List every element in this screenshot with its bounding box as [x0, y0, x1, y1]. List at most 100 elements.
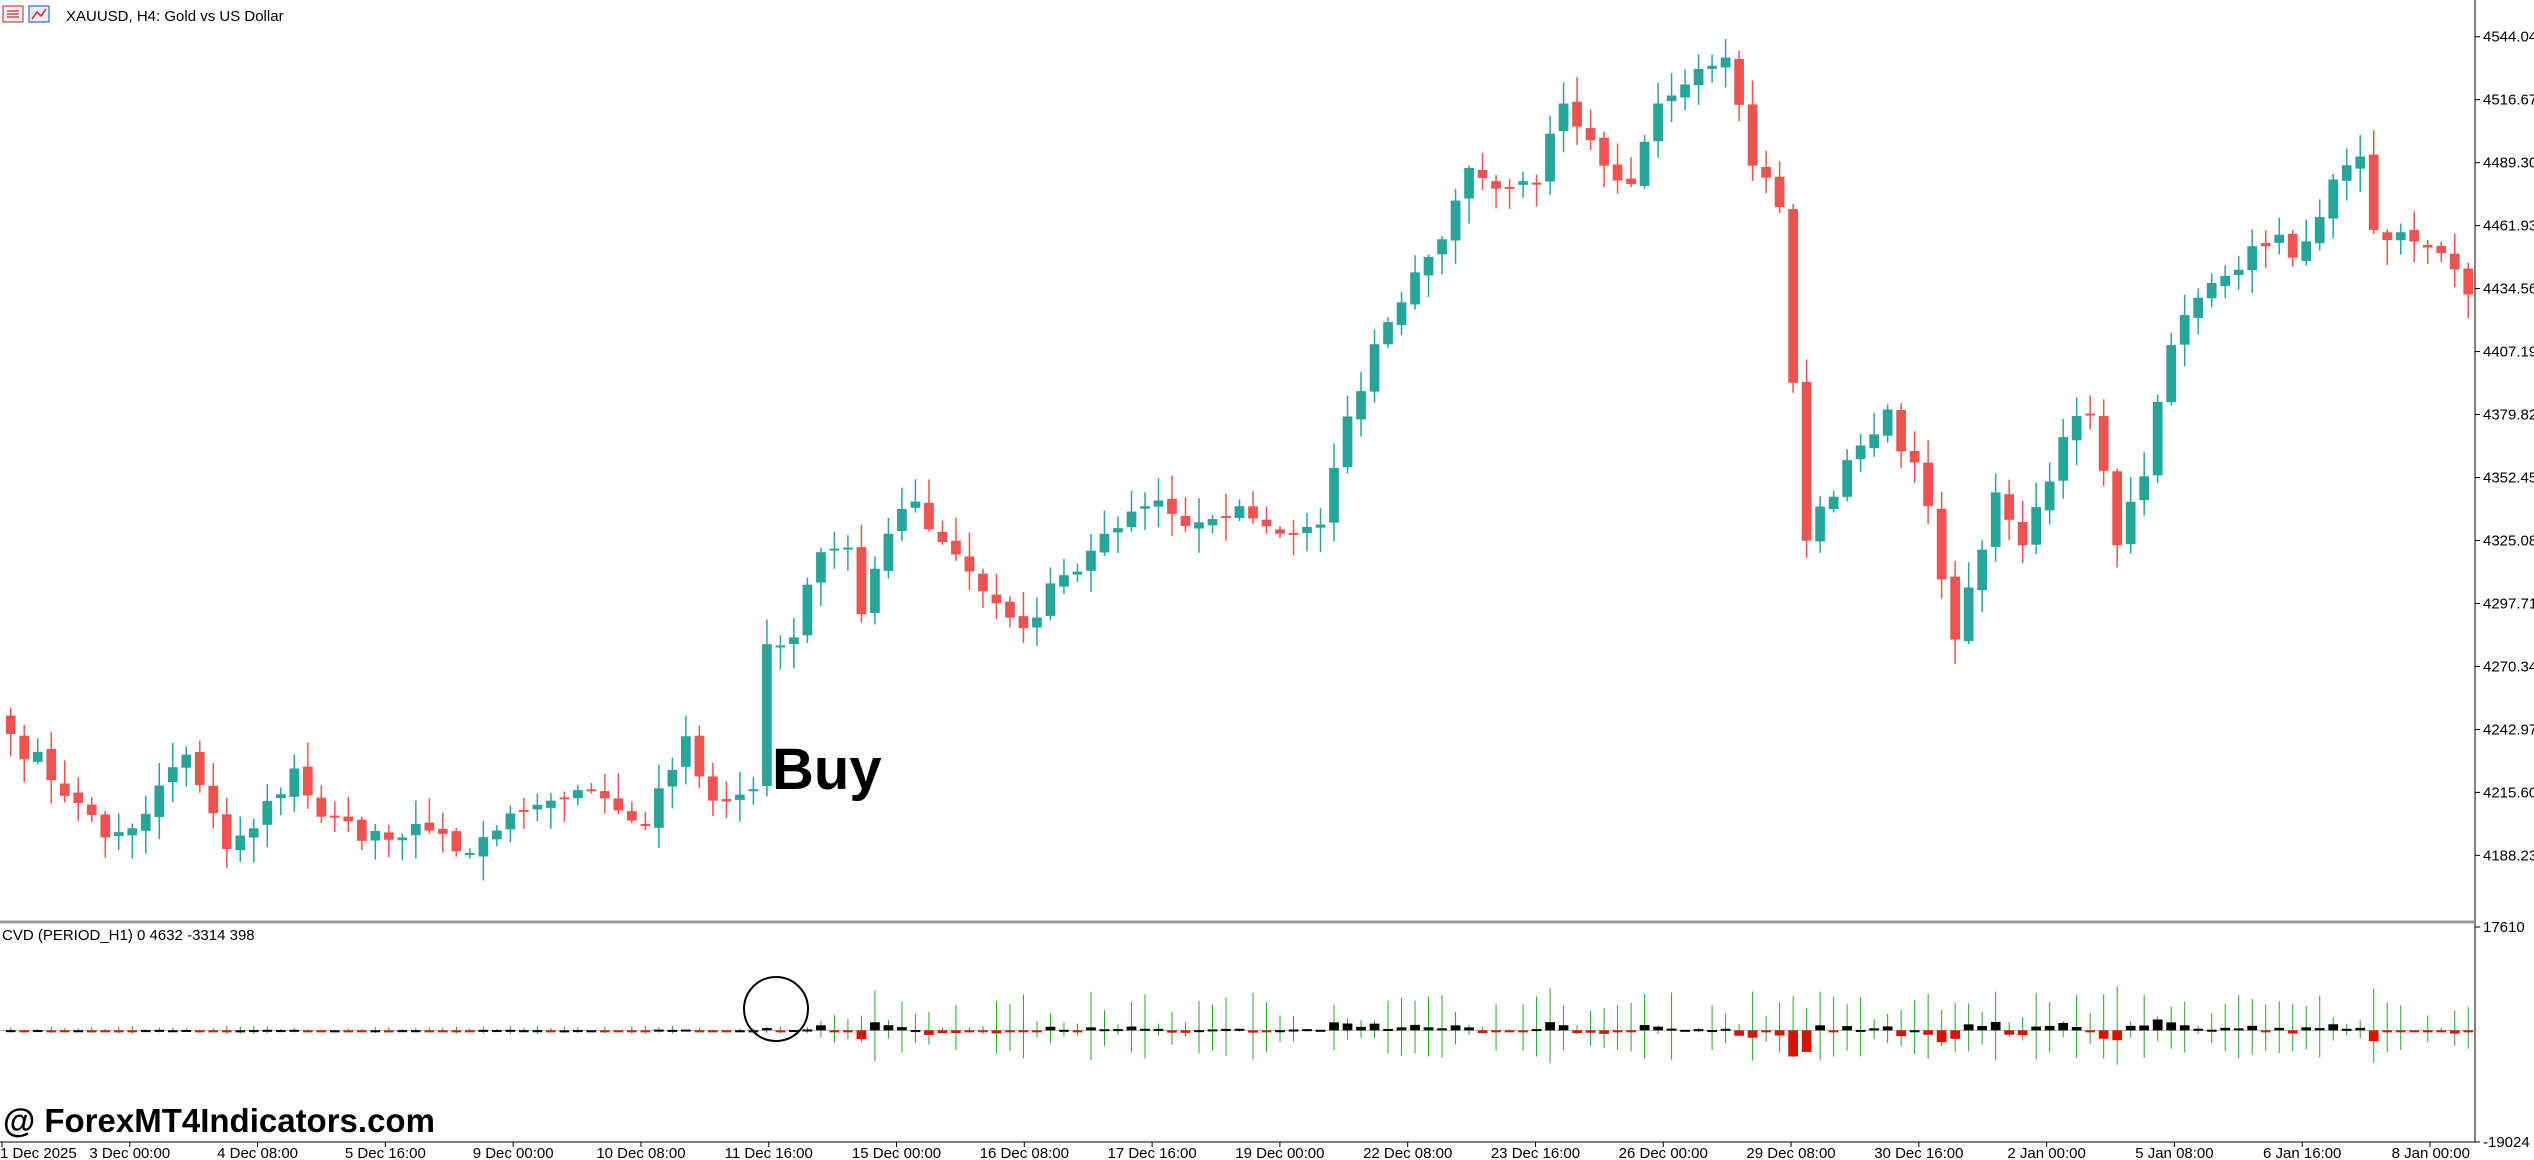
cvd-bar — [5, 1027, 16, 1033]
cvd-bar — [2206, 1014, 2217, 1044]
candle — [451, 827, 462, 857]
candle-body — [451, 831, 462, 852]
candle-body — [383, 832, 394, 840]
candle-body — [1801, 381, 1812, 541]
cvd-bar — [1194, 1000, 1204, 1054]
candle-body — [843, 547, 853, 550]
cvd-bar — [262, 1026, 273, 1034]
candle — [2179, 294, 2190, 367]
cvd-bar — [627, 1026, 637, 1034]
candle — [19, 724, 30, 783]
cvd-bar-body — [870, 1022, 880, 1031]
cvd-bar — [289, 1027, 300, 1033]
candle — [532, 793, 543, 822]
cvd-bar-body — [613, 1030, 624, 1033]
candle-body — [897, 508, 907, 532]
cvd-bar-body — [829, 1030, 840, 1033]
candle — [59, 760, 70, 803]
cvd-tick-label: -19024 — [2483, 1134, 2530, 1151]
cvd-bar — [1072, 1023, 1083, 1036]
cvd-bar — [1045, 1013, 1056, 1044]
cvd-bar-body — [1531, 1029, 1542, 1032]
cvd-bar — [1882, 1013, 1893, 1044]
cvd-bar — [1342, 1018, 1353, 1040]
time-tick-label: 8 Jan 00:00 — [2392, 1145, 2470, 1160]
candle-body — [1018, 616, 1029, 629]
candle-body — [113, 832, 124, 837]
cvd-bar — [1990, 991, 2001, 1061]
candle-body — [2071, 415, 2082, 441]
cvd-bar-body — [1005, 1030, 1015, 1033]
cvd-bar-body — [2355, 1027, 2366, 1031]
candle — [73, 777, 84, 821]
candle — [964, 532, 975, 590]
candle-body — [1788, 209, 1798, 383]
candle-body — [1504, 186, 1515, 189]
candle — [694, 725, 705, 789]
cvd-bar-body — [2274, 1027, 2285, 1031]
cvd-bar-body — [1815, 1025, 1825, 1031]
cvd-bar-body — [1504, 1030, 1515, 1033]
chart-list-icon[interactable] — [2, 5, 24, 23]
cvd-bar — [329, 1029, 340, 1033]
candle — [1437, 235, 1447, 275]
candle-body — [1450, 200, 1461, 241]
cvd-bar-body — [1032, 1030, 1042, 1033]
cvd-bar-body — [1612, 1030, 1623, 1033]
chart-window-icon[interactable] — [28, 5, 50, 23]
cvd-bar-body — [518, 1030, 529, 1033]
cvd-bar-body — [1464, 1027, 1474, 1031]
candle-body — [1140, 506, 1150, 509]
cvd-bar-body — [951, 1030, 961, 1034]
cvd-bar — [2112, 986, 2123, 1065]
candle — [32, 738, 43, 765]
candle — [951, 517, 961, 561]
cvd-bar-body — [640, 1030, 651, 1033]
cvd-bar — [600, 1026, 610, 1034]
cvd-bar — [2247, 998, 2258, 1055]
cvd-bar-body — [194, 1030, 205, 1033]
cvd-bar — [518, 1027, 529, 1033]
cvd-bar-body — [1180, 1030, 1191, 1033]
cvd-bar-body — [897, 1027, 907, 1031]
cvd-bar — [613, 1030, 624, 1033]
cvd-bar-body — [667, 1029, 678, 1032]
time-axis: 1 Dec 2025 3 Dec 00:00 4 Dec 08:00 5 Dec 16… — [0, 1141, 2475, 1160]
candle-body — [1234, 506, 1245, 519]
candle-body — [708, 776, 718, 801]
candle-body — [275, 794, 286, 799]
candle — [2220, 265, 2231, 299]
candle — [829, 531, 840, 569]
cvd-bar — [1504, 1029, 1515, 1033]
candle-body — [1410, 272, 1420, 305]
candle-body — [2139, 476, 2150, 501]
watermark: @ ForexMT4Indicators.com — [3, 1102, 435, 1139]
cvd-bar-body — [1302, 1029, 1312, 1032]
candle-body — [1005, 601, 1015, 618]
cvd-bar-body — [181, 1030, 192, 1033]
cvd-bar-body — [2152, 1019, 2163, 1031]
cvd-bar-body — [140, 1030, 151, 1033]
candle — [586, 783, 597, 794]
candle-body — [1977, 549, 1988, 591]
candle — [356, 816, 367, 851]
cvd-indicator-pane — [0, 986, 2475, 1065]
candle-body — [924, 502, 934, 530]
candle-body — [2328, 179, 2339, 219]
cvd-bar-body — [19, 1030, 30, 1033]
cvd-bar — [586, 1030, 597, 1033]
candle-body — [937, 531, 948, 543]
candle — [235, 816, 246, 863]
cvd-bar — [2058, 1021, 2069, 1038]
cvd-bar — [1761, 1016, 1771, 1042]
candle — [1869, 412, 1879, 457]
cvd-bar-body — [2368, 1030, 2379, 1042]
candle-body — [681, 736, 691, 767]
candle — [1005, 596, 1015, 628]
price-axis: 4544.04 4516.67 4489.30 4461.93 4434.56 4407.… — [2474, 0, 2534, 1151]
candle-body — [154, 785, 165, 817]
cvd-bar-body — [235, 1030, 246, 1033]
candle — [397, 833, 408, 861]
cvd-bar-body — [1882, 1026, 1893, 1031]
cvd-bar — [100, 1029, 111, 1033]
